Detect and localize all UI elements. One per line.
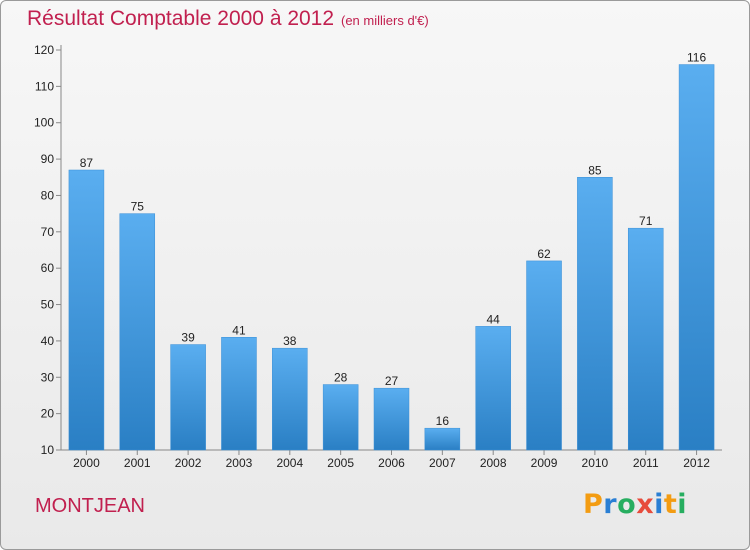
logo-letter: i [677, 489, 688, 520]
data-label: 87 [80, 156, 94, 170]
x-tick-label: 2005 [327, 456, 354, 470]
y-tick-label: 20 [41, 407, 55, 421]
y-tick-label: 80 [41, 188, 55, 202]
bar [678, 64, 715, 451]
data-label: 16 [436, 414, 450, 428]
logo-letter: P [583, 489, 604, 520]
x-tick-label: 2009 [531, 456, 558, 470]
logo-letter: x [636, 489, 655, 520]
bar [322, 384, 359, 451]
x-tick-label: 2012 [683, 456, 710, 470]
y-tick-label: 90 [41, 152, 55, 166]
chart-title: Résultat Comptable 2000 à 2012 [27, 7, 335, 30]
x-tick-label: 2003 [226, 456, 253, 470]
logo-letter: r [603, 489, 618, 520]
chart-labels: 87 2000 75 2001 39 2002 41 2003 38 2004 28 2005 27 20… [73, 51, 710, 470]
data-label: 116 [687, 51, 706, 65]
y-tick-label: 60 [41, 261, 55, 275]
data-label: 28 [334, 371, 348, 385]
y-tick-label: 110 [35, 79, 54, 93]
bar [475, 326, 511, 451]
data-label: 44 [487, 312, 501, 326]
y-tick-label: 120 [34, 43, 54, 57]
x-tick-label: 2001 [124, 456, 151, 470]
data-label: 27 [385, 374, 399, 388]
bar [424, 427, 461, 451]
data-label: 38 [283, 334, 297, 348]
data-label: 39 [181, 331, 195, 345]
bar [119, 213, 156, 451]
bar [577, 177, 613, 451]
proxiti-logo: Proxiti [583, 489, 687, 520]
y-tick-label: 10 [41, 443, 55, 457]
x-tick-label: 2011 [633, 456, 659, 470]
x-tick-label: 2010 [582, 456, 609, 470]
y-tick-label: 100 [34, 116, 54, 130]
bar [170, 344, 206, 451]
bar [627, 227, 664, 451]
y-tick-label: 40 [41, 334, 55, 348]
x-tick-label: 2008 [480, 456, 507, 470]
data-label: 85 [588, 163, 602, 177]
x-tick-label: 2000 [73, 456, 100, 470]
y-tick-label: 70 [41, 225, 55, 239]
data-label: 62 [537, 247, 551, 261]
commune-name: MONTJEAN [35, 495, 145, 517]
bar [68, 169, 105, 451]
chart-subtitle: (en milliers d'€) [341, 13, 429, 28]
logo-letter: i [654, 489, 664, 520]
chart-bars [68, 64, 715, 451]
x-tick-label: 2004 [276, 456, 303, 470]
bar [373, 387, 410, 451]
logo-letter: t [663, 489, 678, 520]
data-label: 41 [232, 323, 246, 337]
x-tick-label: 2002 [175, 456, 202, 470]
data-label: 71 [639, 214, 653, 228]
x-tick-label: 2006 [378, 456, 405, 470]
bar [221, 337, 257, 451]
x-tick-label: 2007 [429, 456, 456, 470]
data-label: 75 [131, 200, 145, 214]
bar [272, 347, 308, 451]
y-tick-label: 30 [41, 370, 55, 384]
y-tick-label: 50 [41, 298, 55, 312]
logo-letter: o [617, 489, 637, 520]
bar [526, 260, 562, 451]
